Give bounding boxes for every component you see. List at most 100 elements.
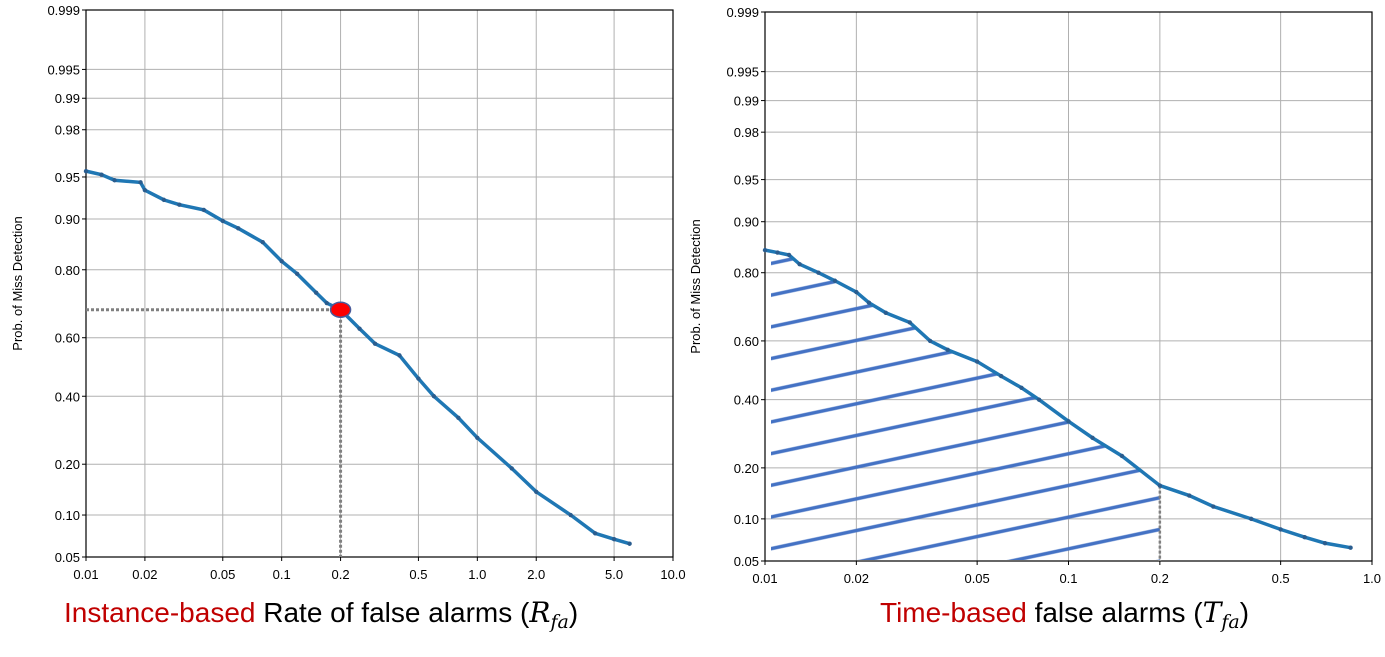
x-axis-label-part: R: [528, 596, 550, 629]
x-tick-label: 0.02: [844, 571, 869, 586]
data-point: [1211, 504, 1216, 509]
data-point: [177, 202, 182, 207]
data-point: [509, 466, 514, 471]
data-point: [357, 326, 362, 331]
x-axis-label-part: fa: [548, 611, 568, 633]
y-tick-label: 0.80: [55, 263, 80, 278]
x-tick-label: 0.01: [73, 567, 98, 582]
data-point: [372, 341, 378, 346]
data-point: [260, 239, 265, 245]
data-point: [112, 178, 117, 183]
data-point: [786, 252, 792, 258]
data-point: [456, 415, 461, 421]
y-tick-label: 0.10: [734, 512, 759, 527]
y-tick-label: 0.10: [55, 508, 80, 523]
data-point: [1302, 534, 1307, 540]
x-tick-label: 0.5: [1272, 571, 1290, 586]
y-tick-label: 0.20: [734, 461, 759, 476]
data-point: [1322, 540, 1328, 546]
data-point: [816, 270, 821, 275]
x-axis-label: Time-based false alarms (Tfa): [880, 596, 1249, 633]
plot-frame: [764, 11, 1373, 562]
data-point: [534, 489, 539, 494]
x-axis-label-part: fa: [1219, 611, 1239, 633]
data-point: [475, 435, 480, 440]
data-point: [397, 353, 402, 358]
y-tick-label: 0.99: [55, 91, 80, 106]
data-point: [611, 537, 617, 542]
data-point: [1019, 385, 1024, 390]
data-point: [797, 261, 802, 267]
data-point: [83, 168, 89, 174]
data-point: [945, 347, 950, 353]
data-point: [294, 271, 300, 277]
y-tick-label: 0.60: [734, 334, 759, 349]
data-point: [866, 300, 872, 305]
x-tick-label: 0.5: [409, 567, 427, 582]
y-tick-label: 0.20: [55, 457, 80, 472]
y-tick-label: 0.995: [47, 62, 80, 77]
plot-frame: [85, 9, 674, 558]
data-point: [998, 373, 1004, 379]
y-tick-label: 0.999: [47, 3, 80, 18]
x-tick-label: 0.05: [210, 567, 235, 582]
y-tick-label: 0.05: [734, 554, 759, 569]
data-point: [416, 376, 421, 381]
x-axis-label-part: T: [1203, 596, 1224, 629]
data-point: [201, 207, 207, 213]
y-tick-label: 0.40: [55, 389, 80, 404]
y-tick-label: 0.999: [726, 5, 759, 20]
x-tick-label: 0.2: [1151, 571, 1169, 586]
data-point: [1066, 419, 1071, 424]
x-axis-label-part: ): [1240, 597, 1249, 628]
y-axis-label: Prob. of Miss Detection: [688, 219, 703, 353]
x-tick-label: 0.05: [964, 571, 989, 586]
y-axis-label: Prob. of Miss Detection: [10, 216, 25, 350]
data-point: [313, 290, 319, 295]
data-point: [1187, 493, 1192, 498]
data-point: [775, 250, 780, 255]
data-point: [1157, 483, 1163, 488]
data-point: [854, 289, 859, 295]
x-tick-label: 0.01: [752, 571, 777, 586]
x-axis-label-highlight: Time-based: [880, 597, 1027, 628]
x-axis-label-part: false alarms (: [1027, 597, 1203, 628]
y-tick-label: 0.995: [726, 65, 759, 80]
data-point: [161, 197, 167, 203]
data-point: [568, 512, 573, 518]
y-tick-label: 0.98: [55, 123, 80, 138]
data-point: [592, 531, 598, 536]
data-point: [1036, 397, 1042, 402]
data-point: [1090, 435, 1095, 441]
y-tick-label: 0.80: [734, 266, 759, 281]
x-axis-label-part: ): [569, 597, 578, 628]
data-point: [220, 218, 225, 224]
y-tick-label: 0.05: [55, 550, 80, 565]
y-tick-label: 0.40: [734, 393, 759, 408]
x-axis-label-part: Rate of false alarms (: [255, 597, 530, 628]
data-point: [832, 278, 838, 283]
data-point: [1119, 453, 1125, 459]
x-tick-label: 1.0: [468, 567, 486, 582]
data-point: [324, 300, 329, 306]
highlight-marker: [329, 301, 352, 318]
data-point: [1249, 516, 1254, 522]
y-tick-label: 0.95: [55, 170, 80, 185]
data-point: [627, 541, 632, 546]
data-point: [883, 310, 888, 316]
chart: 0.01 0.02 0.05 0.1 0.2 0.5 1.0 2.0 5.0 10.0 0.05 0.…: [10, 3, 686, 633]
y-tick-label: 0.60: [55, 331, 80, 346]
x-tick-label: 0.2: [332, 567, 350, 582]
data-point: [907, 320, 913, 325]
x-tick-label: 2.0: [527, 567, 545, 582]
y-tick-label: 0.98: [734, 125, 759, 140]
x-tick-label: 0.1: [1059, 571, 1077, 586]
x-tick-label: 0.1: [273, 567, 291, 582]
data-point: [1278, 527, 1283, 532]
y-tick-label: 0.99: [734, 94, 759, 109]
data-point: [1348, 545, 1353, 550]
data-point: [99, 172, 104, 177]
chart: 0.01 0.02 0.05 0.1 0.2 0.5 1.0 0.05 0.10 0.20 0.40…: [688, 5, 1381, 633]
series-line: [85, 169, 631, 546]
